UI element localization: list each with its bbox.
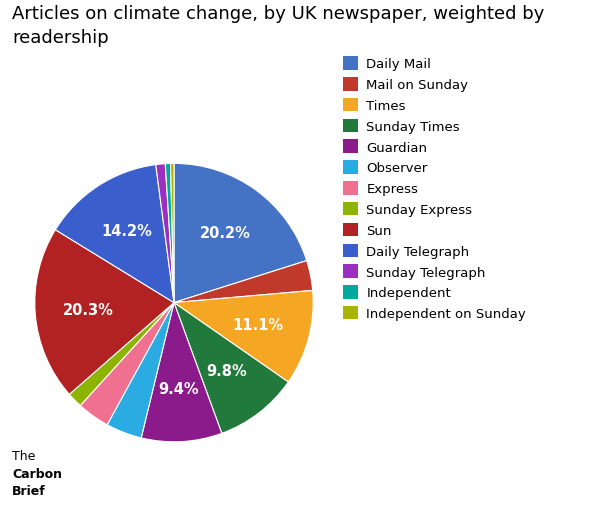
Wedge shape — [107, 303, 174, 438]
Wedge shape — [80, 303, 174, 425]
Text: 9.8%: 9.8% — [206, 364, 247, 379]
Wedge shape — [156, 164, 174, 303]
Wedge shape — [174, 261, 313, 303]
Wedge shape — [35, 230, 174, 394]
Wedge shape — [165, 164, 174, 303]
Wedge shape — [174, 164, 307, 303]
Wedge shape — [174, 291, 313, 382]
Text: 20.2%: 20.2% — [200, 226, 250, 241]
Wedge shape — [174, 303, 289, 433]
Wedge shape — [141, 303, 222, 442]
Text: Carbon: Carbon — [12, 467, 62, 480]
Wedge shape — [70, 303, 174, 406]
Text: 20.3%: 20.3% — [62, 303, 113, 318]
Text: 11.1%: 11.1% — [232, 318, 283, 333]
Text: 9.4%: 9.4% — [158, 381, 199, 396]
Wedge shape — [170, 164, 174, 303]
Wedge shape — [55, 165, 174, 303]
Text: 14.2%: 14.2% — [101, 223, 152, 238]
Text: The: The — [12, 449, 35, 463]
Text: Brief: Brief — [12, 484, 46, 497]
Legend: Daily Mail, Mail on Sunday, Times, Sunday Times, Guardian, Observer, Express, Su: Daily Mail, Mail on Sunday, Times, Sunda… — [343, 57, 526, 321]
Text: Articles on climate change, by UK newspaper, weighted by
readership: Articles on climate change, by UK newspa… — [12, 5, 544, 46]
